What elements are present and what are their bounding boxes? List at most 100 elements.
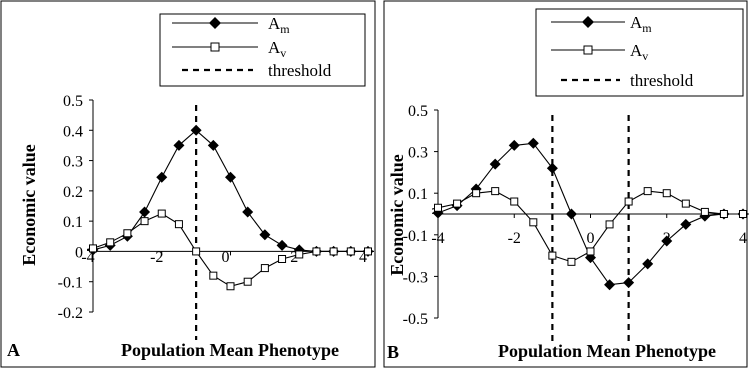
data-point-av [586, 247, 595, 256]
x-axis-label: Population Mean Phenotype [121, 340, 339, 360]
data-point-av [624, 197, 633, 206]
y-tick-label: 0.3 [408, 145, 428, 162]
data-point-av [243, 277, 252, 286]
data-point-av [681, 199, 690, 208]
data-point-av [226, 282, 235, 291]
chart-b-svg: 0.50.30.1-0.1-0.3-0.5-4-2024AmAvthreshol… [383, 0, 749, 368]
panel-label: B [387, 342, 399, 362]
data-point-av [346, 247, 355, 256]
x-tick-label: 0 [222, 249, 230, 266]
y-tick-label: 0.1 [408, 186, 428, 203]
x-tick-label: 2 [290, 249, 298, 266]
x-tick-label: 0 [587, 230, 595, 247]
data-point-av [739, 210, 747, 218]
chart-frame [0, 0, 376, 368]
legend-label: threshold [630, 71, 694, 90]
x-tick-label: -2 [150, 249, 163, 266]
y-tick-label: 0.4 [63, 123, 83, 140]
data-point-am [680, 218, 692, 230]
data-point-am [207, 139, 219, 151]
data-point-am [623, 277, 635, 289]
data-point-av [567, 257, 576, 266]
data-point-am [259, 229, 271, 241]
data-point-av [312, 247, 321, 256]
legend-box [159, 13, 366, 87]
x-tick-label: 4 [739, 230, 747, 247]
data-point-av [548, 251, 557, 260]
x-tick-label: 4 [359, 249, 367, 266]
data-point-am [565, 208, 577, 220]
y-tick-label: 0.2 [63, 184, 83, 201]
data-point-am [225, 171, 236, 183]
data-point-am [661, 235, 673, 247]
data-point-av [295, 250, 304, 259]
y-tick-label: -0.3 [403, 269, 428, 286]
y-axis-label: Economic value [19, 144, 39, 266]
data-point-am [173, 139, 185, 151]
data-point-am [139, 206, 151, 218]
data-point-av [260, 264, 269, 273]
legend-label: threshold [268, 61, 332, 80]
data-point-av [434, 203, 442, 212]
x-tick-label: -4 [431, 230, 444, 247]
x-axis-label: Population Mean Phenotype [498, 341, 716, 361]
series-line-am [87, 129, 374, 252]
data-point-av [209, 271, 218, 280]
y-tick-label: 0.5 [63, 93, 83, 110]
data-point-av [106, 238, 115, 247]
data-point-av [472, 189, 481, 198]
y-tick-label: 0.5 [408, 103, 428, 120]
y-tick-label: -0.2 [58, 305, 83, 322]
data-point-av [510, 197, 519, 206]
legend-marker-am [209, 17, 221, 29]
data-point-av [174, 220, 183, 229]
data-point-av [719, 210, 728, 218]
legend-marker-av [583, 45, 593, 55]
data-point-av [415, 208, 422, 215]
legend-marker-av [210, 42, 220, 52]
data-point-am [489, 158, 501, 170]
legend-marker-am [582, 16, 594, 28]
data-point-am [413, 209, 424, 220]
y-tick-label: 0.3 [63, 154, 83, 171]
series-group [87, 124, 374, 291]
data-point-am [156, 171, 168, 183]
data-point-av [157, 209, 166, 218]
x-tick-label: -2 [508, 230, 521, 247]
series-line-av [432, 190, 749, 263]
data-point-av [123, 229, 132, 238]
data-point-av [364, 247, 372, 256]
y-tick-label: 0.1 [63, 214, 83, 231]
data-point-av [700, 207, 709, 216]
chart-panel-b: 0.50.30.1-0.1-0.3-0.5-4-2024AmAvthreshol… [383, 0, 749, 369]
y-tick-label: -0.5 [403, 311, 428, 328]
data-point-am [546, 162, 558, 174]
data-point-av [192, 247, 201, 256]
series-group [413, 137, 749, 291]
data-point-am [604, 279, 616, 291]
panel-label: A [7, 340, 20, 360]
y-tick-label: -0.1 [403, 228, 428, 245]
data-point-av [491, 187, 500, 196]
legend-box [535, 8, 744, 97]
data-point-av [643, 187, 652, 196]
data-point-av [329, 247, 338, 256]
y-tick-label: -0.1 [58, 275, 83, 292]
chart-a-svg: 0.50.40.30.20.10-0.1-0.2-4 -2 0 2 4AmAvthres… [0, 0, 376, 368]
data-point-av [605, 220, 614, 229]
data-point-am [190, 124, 202, 136]
data-point-am [508, 139, 520, 151]
data-point-av [453, 199, 462, 208]
data-point-av [89, 244, 97, 253]
y-axis-label: Economic value [387, 154, 407, 276]
data-point-am [242, 206, 254, 218]
chart-panel-a: 0.5 0.4 0.3 0.2 0.1 0 -0.1 -0.2 -4 -2 0 2 4 Am Av thres… [0, 0, 377, 369]
data-point-av [662, 189, 671, 198]
y-tick-label: 0 [75, 244, 83, 261]
data-point-av [278, 255, 287, 263]
data-point-av [529, 218, 538, 227]
data-point-av [140, 217, 149, 226]
chart-frame [383, 0, 748, 368]
data-point-am [527, 137, 539, 149]
data-point-am [276, 239, 288, 251]
